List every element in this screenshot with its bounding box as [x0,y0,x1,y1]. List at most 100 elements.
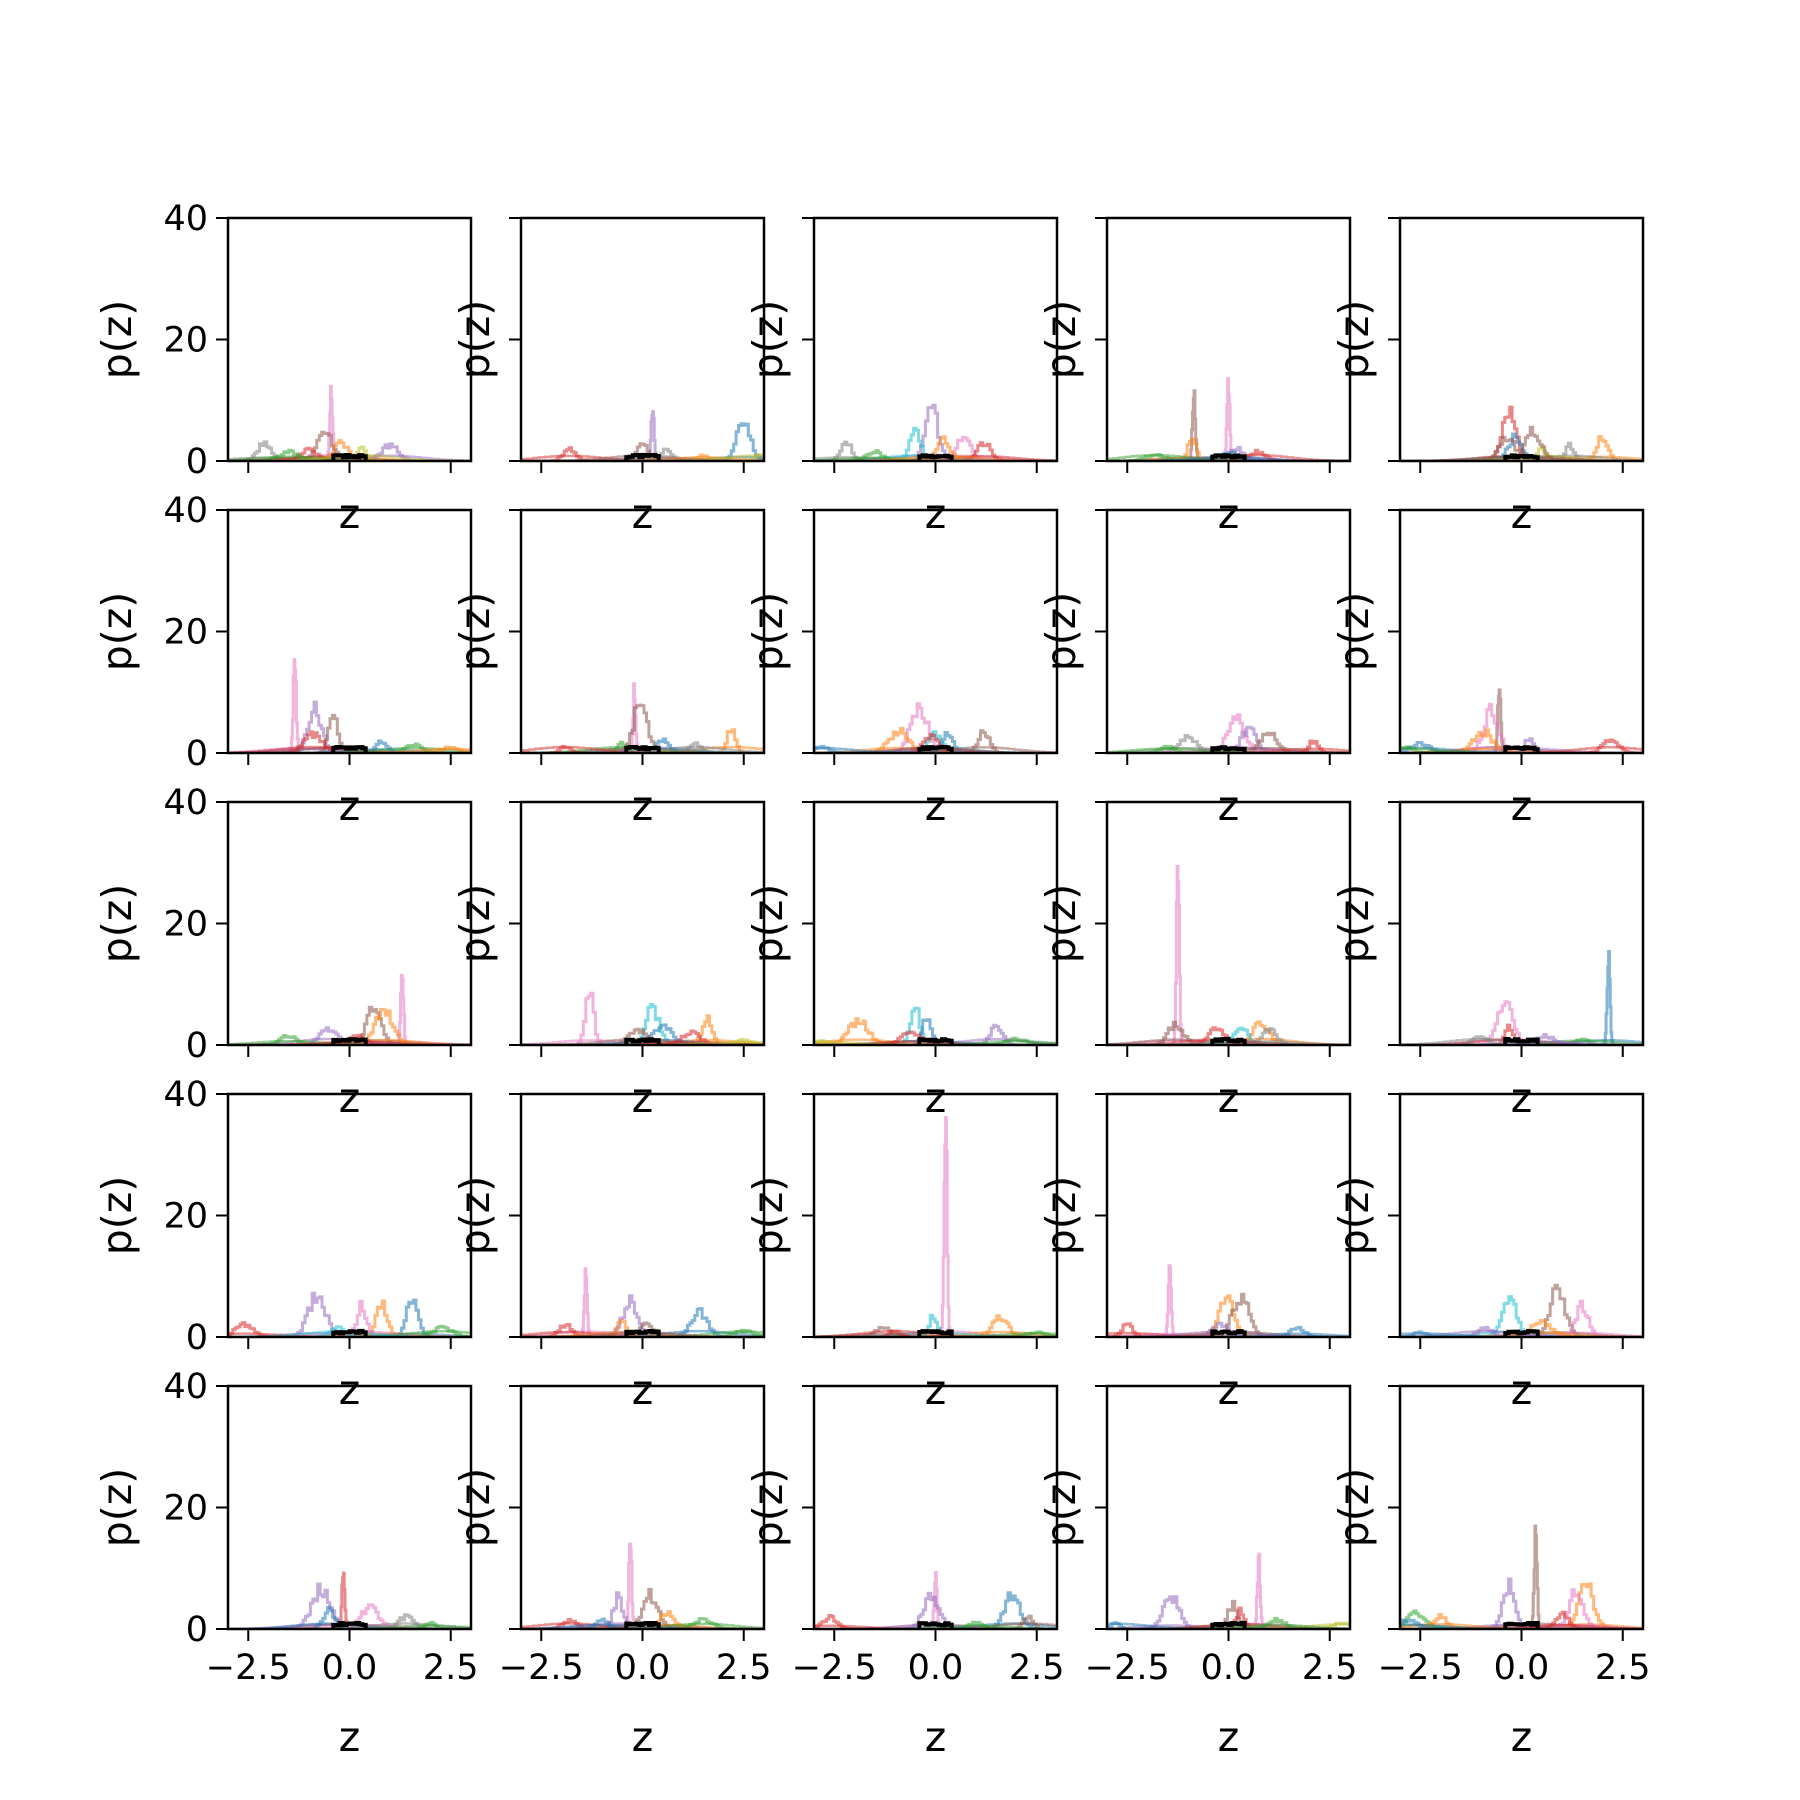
x-tick-label: 2.5 [1595,1648,1651,1688]
subplot-r3-c0: 0 20 40 z p(z) [93,1075,473,1414]
posterior-histogram-0 [1528,1524,1543,1629]
y-tick-label: 40 [163,783,208,823]
x-axis-label: z [632,1713,654,1761]
summary-histogram [331,1037,368,1045]
plot-area [228,658,471,753]
row-gap-2-4 [1386,802,1657,806]
subplot-r1-c1: z p(z) [451,508,766,830]
posterior-histogram-0 [572,991,608,1045]
summary-histogram [917,1621,954,1629]
x-tick-label: −2.5 [1085,1648,1170,1688]
y-tick-label: 20 [163,1489,208,1529]
x-tick-label: −2.5 [792,1648,877,1688]
x-axis-label: z [1511,490,1533,538]
x-axis-label: z [925,782,947,830]
posterior-histogram-0 [287,658,302,753]
x-axis-label: z [1511,782,1533,830]
summary-histogram [624,1329,661,1337]
summary-histogram [331,1328,368,1337]
subplot-r1-c0: 0 20 40 z p(z) [93,491,473,830]
axes-frame [1105,1384,1352,1631]
x-tick-label: 0.0 [1494,1648,1550,1688]
y-tick-label: 20 [163,905,208,945]
y-axis-label: p(z) [451,592,499,672]
plot-area [814,702,1057,753]
y-axis-label: p(z) [93,592,141,672]
posterior-histogram-0 [578,1267,593,1337]
row-gap-3-4 [1386,1094,1657,1098]
x-tick-label: 0.0 [908,1648,964,1688]
y-axis-label: p(z) [1037,884,1085,964]
subplot-r0-c2: z p(z) [744,216,1059,538]
row-gap-2-3 [1093,802,1364,806]
summary-histogram [1210,1620,1247,1629]
row-gap-3-0 [214,1094,485,1098]
subplot-r2-c0: 0 20 40 z p(z) [93,783,473,1122]
x-axis-label: z [339,1366,361,1414]
plot-area [1107,1264,1350,1337]
x-axis-label: z [1511,1074,1533,1122]
y-tick-label: 0 [186,1610,208,1650]
y-axis-label: p(z) [1037,1176,1085,1256]
axes-frame [1105,1092,1352,1339]
summary-histogram [917,745,954,753]
x-tick-label: 2.5 [1009,1648,1065,1688]
subplot-r0-c1: z p(z) [451,216,766,538]
x-tick-label: −2.5 [499,1648,584,1688]
summary-histogram [1503,745,1540,753]
axes-frame [226,800,473,1047]
axes-frame [1105,800,1352,1047]
x-axis-label: z [339,782,361,830]
y-axis-label: p(z) [93,300,141,380]
posterior-histogram-0 [938,1116,953,1337]
y-axis-label: p(z) [744,592,792,672]
y-axis-label: p(z) [1330,300,1378,380]
x-tick-label: 0.0 [1201,1648,1257,1688]
subplot-r4-c1: −2.5 0.0 2.5 z p(z) [451,1384,772,1761]
y-axis-label: p(z) [744,884,792,964]
plot-area [814,1116,1057,1337]
y-tick-label: 0 [186,1318,208,1358]
plot-area [1107,377,1350,461]
row-gap-2-1 [507,802,778,806]
summary-histogram [917,453,954,461]
y-axis-label: p(z) [1330,1468,1378,1548]
plot-area [1107,1552,1350,1629]
axes-frame [1398,216,1645,463]
plot-area [521,1542,764,1629]
y-axis-label: p(z) [93,1176,141,1256]
summary-histogram [1210,1036,1247,1045]
y-tick-label: 40 [163,491,208,531]
x-axis-label: z [1218,490,1240,538]
plot-area [1107,713,1350,753]
posterior-histogram-1 [1140,1595,1204,1629]
plot-area [521,410,764,461]
plot-area [228,1571,471,1629]
x-axis-label: z [1218,1074,1240,1122]
plot-area [814,403,1057,461]
plot-area [521,682,764,753]
y-axis-label: p(z) [451,300,499,380]
y-axis-label: p(z) [744,300,792,380]
axes-frame [812,1092,1059,1339]
subplot-r4-c4: −2.5 0.0 2.5 z p(z) [1330,1384,1651,1761]
x-axis-label: z [925,1366,947,1414]
axes-frame [812,216,1059,463]
row-gap-4-1 [507,1386,778,1390]
summary-histogram [917,1037,954,1045]
row-gap-1-4 [1386,510,1657,514]
subplot-r2-c4: z p(z) [1330,800,1645,1122]
x-axis-label: z [925,1074,947,1122]
posterior-histogram-0 [1528,1283,1589,1337]
y-tick-label: 40 [163,1367,208,1407]
summary-histogram [624,1037,661,1045]
x-tick-label: −2.5 [1378,1648,1463,1688]
subplot-r4-c2: −2.5 0.0 2.5 z p(z) [744,1384,1065,1761]
plot-area [814,1006,1057,1045]
x-axis-label: z [1511,1366,1533,1414]
axes-frame [1398,1384,1645,1631]
x-axis-label: z [1218,1366,1240,1414]
axes-frame [519,1384,766,1631]
summary-histogram [1503,1621,1540,1629]
